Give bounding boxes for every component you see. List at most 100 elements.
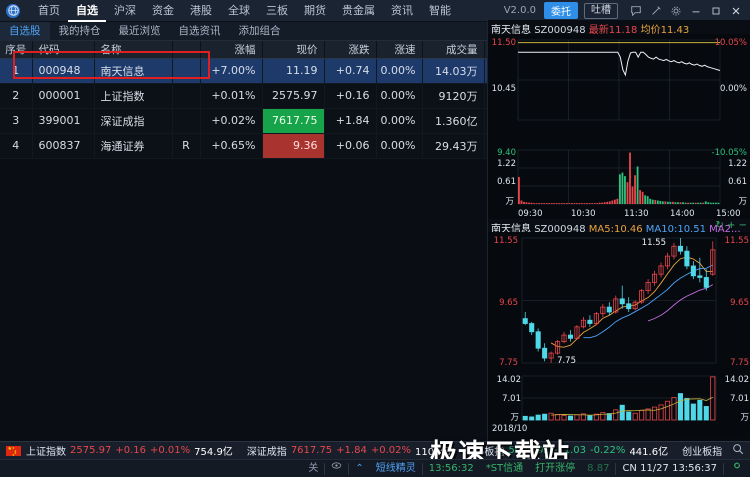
subtab-holdings[interactable]: 我的持仓 (58, 24, 101, 37)
table-row[interactable]: 4 600837 海通证券 R +0.65% 9.36 +0.06 0.00% … (0, 133, 543, 159)
eye-icon[interactable] (325, 460, 348, 477)
cell-index: 1 (0, 58, 33, 84)
nav-item-hushen[interactable]: 沪深 (114, 3, 136, 17)
intraday-pct-mid: 0.00% (720, 84, 747, 94)
status-index-value-0: 2575.97 (70, 445, 112, 456)
cell-change: +1.84 (324, 108, 377, 134)
status-index-pct-0: +0.01% (150, 445, 191, 456)
alert-stock[interactable]: *ST信通 (485, 462, 524, 474)
cell-name: 南天信息 (94, 58, 173, 84)
cn-flag-icon: ★ ★ ★ ★ ★ (6, 445, 21, 457)
col-price[interactable]: 现价 (262, 41, 325, 59)
entrust-button[interactable]: 委托 (544, 2, 578, 19)
plus-icon[interactable]: + (727, 220, 736, 231)
status-index-change-2: -11.03 (553, 445, 587, 456)
klvol-y-mid: 7.01 (502, 394, 521, 404)
table-header-row: 序号 代码 名称 涨幅 现价 涨跌 涨速 成交量 换手率 (0, 41, 543, 59)
table-row[interactable]: 2 000001 上证指数 +0.01% 2575.97 +0.16 0.00%… (0, 83, 543, 109)
intraday-vol-mid: 0.61 (497, 177, 516, 187)
watchlist-table: 序号 代码 名称 涨幅 现价 涨跌 涨速 成交量 换手率 1 000948 南天… (0, 41, 543, 159)
minimize-icon[interactable] (686, 0, 706, 22)
feedback-button[interactable]: 吐槽 (584, 2, 618, 19)
cell-price: 9.36 (262, 133, 325, 159)
version-label: V2.0.0 (503, 5, 536, 16)
col-change[interactable]: 涨跌 (324, 41, 377, 59)
col-change-pct[interactable]: 涨幅 (200, 41, 263, 59)
col-code[interactable]: 代码 (32, 41, 95, 59)
subtab-watchlist[interactable]: 自选股 (0, 21, 50, 41)
cell-flag (172, 108, 201, 134)
intraday-price-chart[interactable]: 11.50 10.45 10.05% 0.00% (488, 34, 750, 126)
cell-speed: 0.00% (376, 58, 423, 84)
refresh-icon[interactable]: ↻ (715, 220, 724, 231)
minus-icon[interactable]: − (738, 220, 747, 231)
intraday-xtick-1: 10:30 (571, 209, 596, 219)
intraday-pct-top: 10.05% (715, 38, 747, 48)
cell-change-pct: +0.65% (200, 133, 263, 159)
kline-controls[interactable]: ↻ + − (715, 220, 747, 231)
col-index[interactable]: 序号 (0, 41, 33, 59)
gear-icon[interactable] (666, 0, 686, 22)
maximize-icon[interactable] (706, 0, 726, 22)
wizard-button[interactable]: 短线精灵 (375, 462, 416, 474)
table-row[interactable]: 1 000948 南天信息 +7.00% 11.19 +0.74 0.00% 1… (0, 58, 543, 84)
cell-index: 2 (0, 83, 33, 109)
chat-icon[interactable] (626, 0, 646, 22)
status-index-name-3[interactable]: 创业板指 (682, 447, 723, 458)
subtab-add-group[interactable]: 添加组合 (238, 24, 281, 37)
cell-volume: 14.03万 (422, 58, 485, 84)
search-icon[interactable] (732, 443, 744, 458)
status-index-name-0[interactable]: 上证指数 (26, 447, 66, 458)
nav-item-home[interactable]: 首页 (38, 3, 60, 17)
link-icon[interactable] (724, 460, 750, 477)
cell-name: 上证指数 (94, 83, 173, 109)
close-icon[interactable] (726, 0, 746, 22)
kline-volume-chart[interactable]: 14.02 7.01 万 14.02 7.01 万 2018/10 (488, 370, 750, 434)
intraday-stock-name: 南天信息 (491, 25, 531, 34)
kline-y-mid-right: 9.65 (730, 298, 749, 308)
nav-item-funds[interactable]: 资金 (152, 3, 174, 17)
alert-event: 打开涨停 (535, 462, 576, 474)
alert-price: 8.87 (587, 462, 610, 474)
nav-item-futures[interactable]: 期货 (304, 3, 326, 17)
status-index-amount-1: 1103亿 (414, 447, 451, 458)
subtab-recent[interactable]: 最近浏览 (118, 24, 161, 37)
close-label[interactable]: 关 (308, 462, 319, 474)
cell-flag (172, 83, 201, 109)
alert-time: 13:56:32 (428, 462, 474, 474)
subtab-news[interactable]: 自选资讯 (178, 24, 221, 37)
status-index-name-2[interactable]: 中小板指 (464, 447, 505, 458)
status-index-change-0: +0.16 (115, 445, 147, 456)
table-row[interactable]: 3 399001 深证成指 +0.02% 7617.75 +1.84 0.00%… (0, 108, 543, 134)
cell-code: 600837 (32, 133, 95, 159)
arrow-up-icon[interactable]: ⌃ (355, 462, 364, 474)
kline-y-top: 11.55 (494, 236, 518, 246)
cell-change-pct: +0.01% (200, 83, 263, 109)
nav-item-news[interactable]: 资讯 (391, 3, 413, 17)
cell-change-pct: +0.02% (200, 108, 263, 134)
pin-icon[interactable] (646, 0, 666, 22)
divider (421, 462, 423, 475)
nav-item-hk[interactable]: 港股 (190, 3, 212, 17)
nav-item-watchlist[interactable]: 自选 (68, 0, 106, 22)
kline-candles-chart[interactable]: 11.55 9.65 7.75 11.55 9.65 7.75 11.55 7.… (488, 232, 750, 370)
cell-volume: 29.43万 (422, 133, 485, 159)
col-speed[interactable]: 涨速 (376, 41, 423, 59)
nav-item-newthird[interactable]: 三板 (266, 3, 288, 17)
cell-volume: 9120万 (422, 83, 485, 109)
cell-change: +0.16 (324, 83, 377, 109)
nav-item-smart[interactable]: 智能 (429, 3, 451, 17)
cell-code: 000001 (32, 83, 95, 109)
cell-price: 11.19 (262, 58, 325, 84)
title-bar: 首页 自选 沪深 资金 港股 全球 三板 期货 贵金属 资讯 智能 V2.0.0… (0, 0, 750, 22)
nav-item-metals[interactable]: 贵金属 (342, 3, 375, 17)
intraday-vol-top-right: 1.22 (728, 159, 747, 169)
status-index-name-1[interactable]: 深证成指 (246, 447, 287, 458)
nav-item-global[interactable]: 全球 (228, 3, 250, 17)
intraday-volume-chart[interactable]: 9.40 -10.05% 1.22 1.22 0.61 0.61 万 万 09:… (488, 126, 750, 219)
klvol-unit: 万 (510, 413, 519, 423)
col-volume[interactable]: 成交量 (422, 41, 485, 59)
cell-speed: 0.00% (376, 108, 423, 134)
col-name[interactable]: 名称 (94, 41, 173, 59)
